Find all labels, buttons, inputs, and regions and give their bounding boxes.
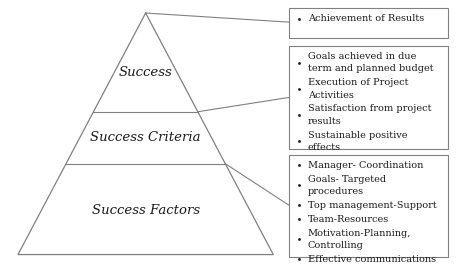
Bar [289, 154, 448, 257]
Text: Satisfaction from project: Satisfaction from project [308, 104, 431, 113]
Text: results: results [308, 117, 341, 126]
Text: Manager- Coordination: Manager- Coordination [308, 161, 423, 170]
Text: Controlling: Controlling [308, 241, 364, 250]
Text: Motivation-Planning,: Motivation-Planning, [308, 228, 411, 237]
Text: Success: Success [119, 66, 173, 79]
Text: Activities: Activities [308, 91, 354, 100]
Text: Team-Resources: Team-Resources [308, 215, 389, 224]
Bar [289, 46, 448, 149]
Text: Top management-Support: Top management-Support [308, 201, 436, 210]
Text: Achievement of Results: Achievement of Results [308, 14, 424, 23]
Text: Success Factors: Success Factors [91, 204, 200, 217]
Text: Execution of Project: Execution of Project [308, 78, 408, 87]
Bar [289, 8, 448, 38]
Text: term and planned budget: term and planned budget [308, 64, 433, 73]
Text: Goals- Targeted: Goals- Targeted [308, 175, 386, 184]
Text: Goals achieved in due: Goals achieved in due [308, 52, 416, 61]
Text: procedures: procedures [308, 187, 364, 196]
Text: Effective communications: Effective communications [308, 255, 436, 264]
Text: Sustainable positive: Sustainable positive [308, 131, 407, 140]
Text: effects: effects [308, 143, 341, 152]
Text: Success Criteria: Success Criteria [90, 131, 201, 144]
